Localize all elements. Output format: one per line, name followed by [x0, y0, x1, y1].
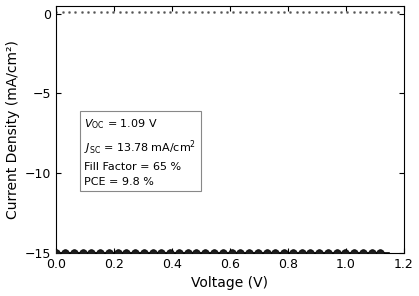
Text: $V_{\rm OC}$ = 1.09 V
$J_{\rm SC}$ = 13.78 mA/cm$^2$
Fill Factor = 65 %
PCE = 9.: $V_{\rm OC}$ = 1.09 V $J_{\rm SC}$ = 13.… — [84, 117, 196, 187]
X-axis label: Voltage (V): Voltage (V) — [191, 276, 269, 290]
Y-axis label: Current Density (mA/cm²): Current Density (mA/cm²) — [5, 40, 20, 219]
